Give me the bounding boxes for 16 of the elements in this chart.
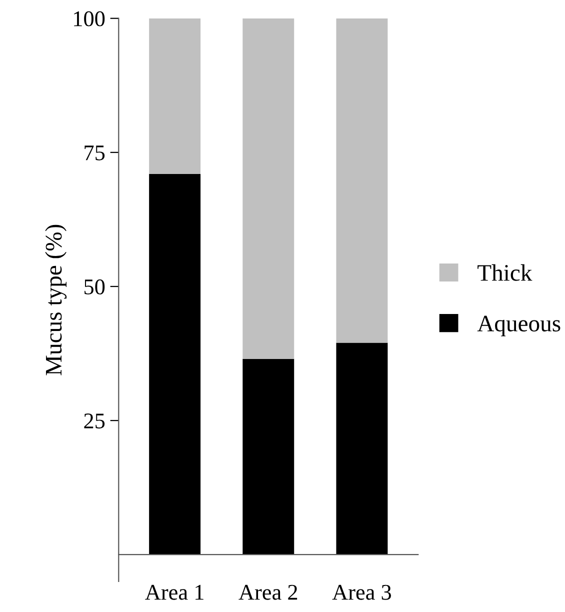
y-tick-label: 50 [84,279,105,294]
bar [149,174,201,555]
x-tick-label: Area 1 [145,584,204,600]
x-tick-label: Area 2 [238,584,298,600]
y-axis-title: Mucus type (%) [45,224,67,376]
bar [242,358,294,555]
y-tick-label: 100 [74,11,105,26]
bar [149,18,201,174]
legend-label: Aqueous [477,316,560,336]
legend-label: Thick [478,264,532,281]
bar [336,18,388,343]
y-tick-label: 25 [84,414,105,428]
bar [242,18,294,359]
bar [336,342,388,555]
x-tick-label: Area 3 [332,584,392,600]
y-tick-label: 75 [84,146,105,160]
